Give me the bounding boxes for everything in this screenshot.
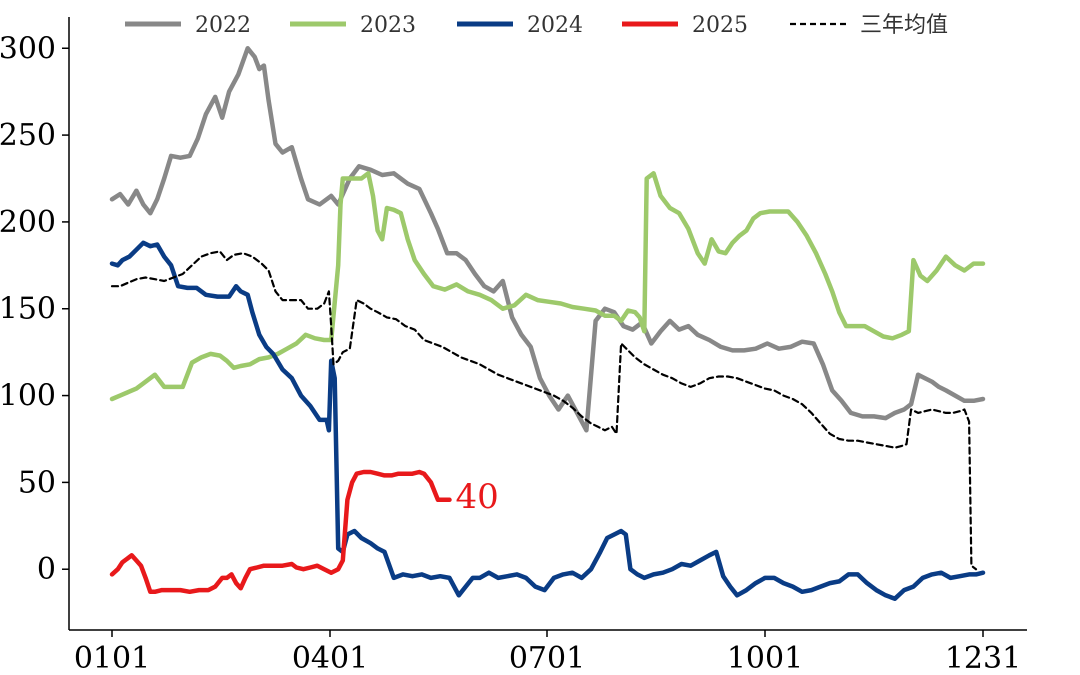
axes <box>68 17 1027 631</box>
series-line-4 <box>110 250 978 571</box>
series-line-3 <box>109 469 452 595</box>
y-tick-label: 50 <box>18 465 56 500</box>
legend-label: 2023 <box>360 13 416 38</box>
legend: 2022 2023 2024 2025 三年均值 <box>125 13 948 38</box>
x-tick-label: 0401 <box>292 641 368 675</box>
series-2025-end-label: 40 <box>455 477 498 517</box>
y-tick-label: 100 <box>0 379 56 414</box>
legend-label: 三年均值 <box>860 13 948 38</box>
series-line-2 <box>109 240 986 601</box>
y-tick-label: 250 <box>0 118 56 153</box>
legend-label: 2025 <box>692 13 748 38</box>
x-tick-label: 1231 <box>945 641 1021 675</box>
legend-label: 2024 <box>527 13 583 38</box>
series-line-0 <box>109 46 986 433</box>
x-tick-label: 1001 <box>727 641 803 675</box>
legend-label: 2022 <box>195 13 251 38</box>
x-ticks: 0101 0401 0701 1001 1231 <box>74 630 1021 675</box>
x-tick-label: 0701 <box>509 641 585 675</box>
series-layer <box>109 46 986 601</box>
y-ticks: 0 50 100 150 200 250 300 <box>0 31 69 587</box>
y-tick-label: 0 <box>37 552 56 587</box>
y-tick-label: 150 <box>0 292 56 327</box>
x-tick-label: 0101 <box>74 641 150 675</box>
series-line-1 <box>109 171 986 402</box>
y-tick-label: 300 <box>0 31 56 66</box>
y-tick-label: 200 <box>0 205 56 240</box>
